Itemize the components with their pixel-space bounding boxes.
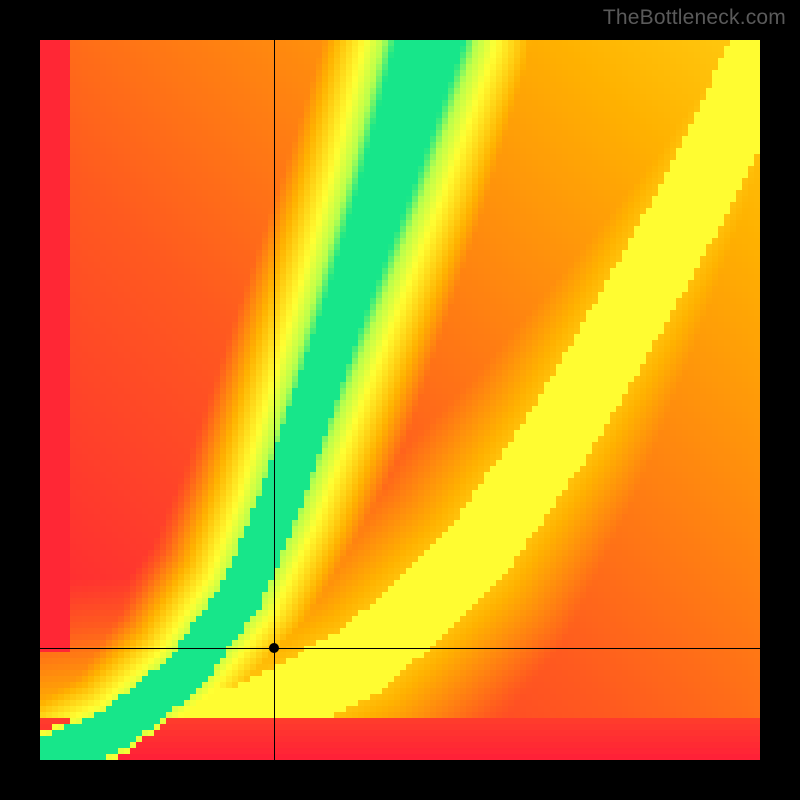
crosshair-horizontal — [40, 648, 760, 649]
watermark: TheBottleneck.com — [603, 6, 786, 30]
bottleneck-heatmap — [40, 40, 760, 760]
crosshair-dot — [269, 643, 279, 653]
heatmap-canvas — [40, 40, 760, 760]
